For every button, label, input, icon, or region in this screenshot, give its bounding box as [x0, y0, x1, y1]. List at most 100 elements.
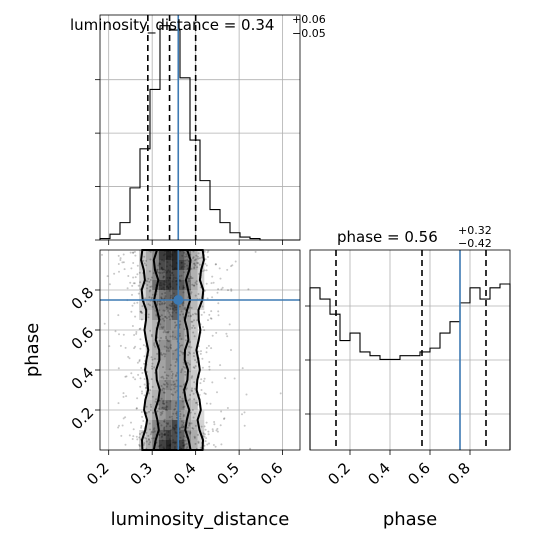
- x-tick-label: 0.8: [444, 459, 474, 489]
- sample-point: [175, 306, 178, 309]
- sample-point: [163, 420, 166, 423]
- sample-point: [168, 368, 171, 371]
- sample-point: [171, 373, 174, 375]
- sample-point: [172, 380, 175, 383]
- sample-point: [163, 432, 166, 435]
- sample-point: [166, 265, 168, 268]
- sample-point: [158, 339, 161, 342]
- sample-point: [162, 399, 165, 402]
- sample-point: [193, 266, 196, 269]
- sample-point: [174, 442, 176, 445]
- sample-point: [194, 281, 197, 284]
- density-cell: [178, 350, 185, 360]
- sample-point: [119, 257, 122, 260]
- density-cell: [145, 270, 153, 280]
- sample-point: [208, 365, 211, 368]
- density-cell: [158, 290, 166, 300]
- sample-point: [165, 271, 168, 274]
- sample-point: [175, 309, 178, 311]
- sample-point: [179, 350, 182, 353]
- sample-point: [128, 357, 131, 360]
- sample-point: [243, 411, 246, 414]
- sample-point: [174, 361, 177, 364]
- sample-point: [188, 341, 191, 344]
- sample-point: [212, 430, 214, 433]
- sample-point: [149, 289, 152, 292]
- sample-point: [163, 319, 166, 322]
- sample-point: [186, 264, 189, 267]
- sample-point: [189, 432, 192, 435]
- sample-point: [160, 267, 163, 270]
- sample-point: [148, 443, 151, 446]
- sample-point: [185, 255, 188, 258]
- sample-point: [120, 434, 123, 437]
- sample-point: [215, 331, 218, 334]
- sample-point: [220, 410, 223, 413]
- sample-point: [234, 260, 237, 263]
- sample-point: [211, 381, 214, 384]
- sample-point: [198, 257, 201, 260]
- sample-point: [216, 427, 219, 430]
- sample-point: [168, 315, 171, 318]
- sample-point: [194, 359, 197, 362]
- sample-point: [189, 394, 192, 396]
- density-cell: [191, 300, 198, 310]
- sample-point: [191, 320, 194, 323]
- sample-point: [168, 289, 171, 292]
- sample-point: [184, 443, 187, 446]
- sample-point: [168, 438, 171, 441]
- sample-point: [141, 372, 144, 374]
- sample-point: [122, 395, 125, 398]
- sample-point: [185, 442, 188, 445]
- sample-point: [169, 318, 171, 321]
- sample-point: [117, 254, 120, 257]
- density-cell: [191, 420, 198, 430]
- density-cell: [171, 430, 179, 440]
- sample-point: [200, 313, 203, 316]
- sample-point: [138, 271, 141, 274]
- sample-point: [122, 333, 125, 336]
- sample-point: [210, 282, 213, 285]
- sample-point: [187, 277, 190, 280]
- sample-point: [210, 310, 213, 313]
- sample-point: [178, 428, 181, 430]
- sample-point: [171, 271, 174, 274]
- density-cell: [171, 270, 179, 280]
- sample-point: [188, 345, 191, 348]
- sample-point: [150, 437, 153, 440]
- sample-point: [182, 406, 185, 409]
- density-cell: [191, 390, 198, 400]
- phase-title: phase = 0.56: [337, 228, 438, 246]
- sample-point: [161, 412, 164, 415]
- sample-point: [174, 324, 177, 327]
- sample-point: [143, 442, 146, 445]
- density-cell: [171, 360, 179, 370]
- sample-point: [179, 320, 182, 323]
- sample-point: [119, 344, 122, 347]
- sample-point: [215, 429, 218, 432]
- sample-point: [133, 347, 136, 350]
- sample-point: [169, 282, 172, 285]
- sample-point: [197, 441, 200, 444]
- sample-point: [168, 270, 171, 273]
- sample-point: [173, 447, 176, 450]
- sample-point: [117, 263, 120, 265]
- sample-point: [152, 411, 155, 414]
- sample-point: [181, 397, 184, 400]
- sample-point: [163, 269, 166, 272]
- density-cell: [191, 410, 198, 420]
- sample-point: [163, 406, 166, 409]
- sample-point: [245, 393, 248, 396]
- sample-point: [161, 259, 164, 262]
- sample-point: [165, 425, 168, 428]
- sample-point: [166, 331, 169, 334]
- sample-point: [188, 398, 191, 401]
- sample-point: [133, 250, 136, 253]
- sample-point: [186, 430, 189, 433]
- sample-point: [146, 287, 149, 290]
- density-cell: [171, 330, 179, 340]
- density-cell: [152, 280, 159, 290]
- sample-point: [166, 257, 168, 260]
- sample-point: [150, 276, 153, 279]
- sample-point: [173, 268, 176, 271]
